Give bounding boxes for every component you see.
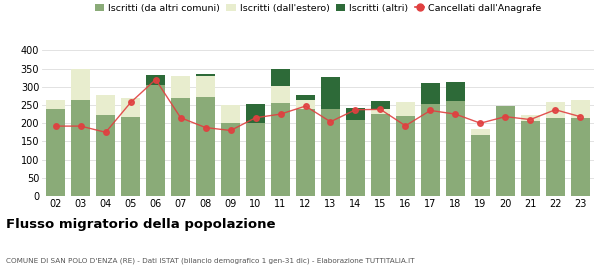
Bar bbox=[97, 115, 115, 196]
Bar bbox=[446, 82, 465, 101]
Bar bbox=[346, 108, 365, 120]
Bar bbox=[171, 76, 190, 98]
Bar bbox=[546, 118, 565, 196]
Bar bbox=[146, 85, 165, 196]
Bar bbox=[446, 101, 465, 196]
Bar bbox=[121, 117, 140, 196]
Bar bbox=[196, 97, 215, 196]
Bar bbox=[371, 114, 390, 196]
Bar bbox=[321, 77, 340, 109]
Bar bbox=[471, 129, 490, 135]
Text: Flusso migratorio della popolazione: Flusso migratorio della popolazione bbox=[6, 218, 275, 231]
Bar bbox=[346, 120, 365, 196]
Bar bbox=[46, 109, 65, 196]
Bar bbox=[396, 116, 415, 196]
Bar bbox=[296, 95, 315, 100]
Bar bbox=[97, 95, 115, 115]
Bar bbox=[271, 69, 290, 86]
Bar bbox=[46, 100, 65, 109]
Bar bbox=[196, 76, 215, 97]
Bar bbox=[171, 98, 190, 196]
Bar bbox=[371, 101, 390, 109]
Bar bbox=[296, 100, 315, 109]
Bar bbox=[71, 100, 90, 196]
Bar bbox=[196, 74, 215, 76]
Bar bbox=[496, 106, 515, 196]
Legend: Iscritti (da altri comuni), Iscritti (dall'estero), Iscritti (altri), Cancellati: Iscritti (da altri comuni), Iscritti (da… bbox=[91, 0, 545, 17]
Bar bbox=[396, 102, 415, 116]
Bar bbox=[271, 86, 290, 103]
Bar bbox=[571, 100, 590, 118]
Bar bbox=[271, 103, 290, 196]
Bar bbox=[421, 83, 440, 104]
Bar bbox=[546, 102, 565, 118]
Bar bbox=[371, 109, 390, 114]
Bar bbox=[321, 109, 340, 196]
Bar bbox=[421, 104, 440, 196]
Bar bbox=[571, 118, 590, 196]
Text: COMUNE DI SAN POLO D'ENZA (RE) - Dati ISTAT (bilancio demografico 1 gen-31 dic) : COMUNE DI SAN POLO D'ENZA (RE) - Dati IS… bbox=[6, 258, 415, 264]
Bar bbox=[296, 109, 315, 196]
Bar bbox=[71, 69, 90, 100]
Bar bbox=[221, 105, 240, 123]
Bar bbox=[246, 123, 265, 196]
Bar bbox=[521, 115, 539, 121]
Bar bbox=[146, 75, 165, 85]
Bar bbox=[521, 121, 539, 196]
Bar bbox=[221, 123, 240, 196]
Bar bbox=[471, 135, 490, 196]
Bar bbox=[246, 104, 265, 123]
Bar bbox=[121, 99, 140, 117]
